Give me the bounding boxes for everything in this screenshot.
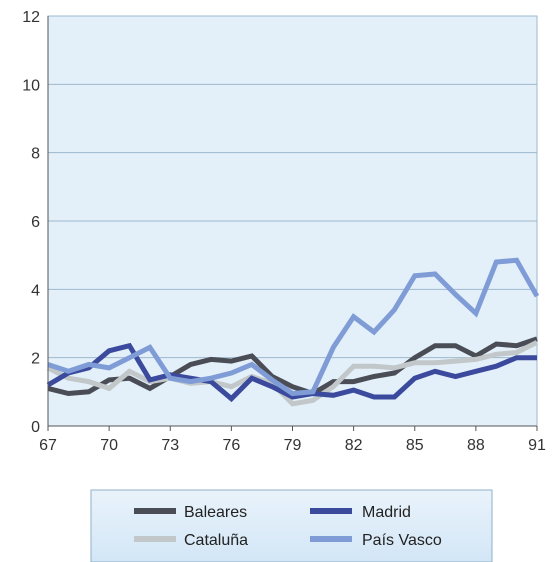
y-tick-label: 2: [31, 351, 40, 368]
y-tick-label: 8: [31, 146, 40, 163]
series-line-3: [47, 257, 540, 397]
series-line-2: [46, 342, 537, 403]
y-tick-label: 4: [31, 282, 40, 299]
series-lines: [46, 257, 540, 407]
x-tick-label: 67: [39, 437, 57, 454]
x-axis-ticks: 67 70 73 76 79 82 85 88 91: [39, 426, 546, 454]
series-line-0: [47, 336, 538, 397]
legend-label-2: Madrid: [362, 504, 411, 521]
x-tick-label: 70: [100, 437, 118, 454]
legend-label-0: Baleares: [184, 504, 247, 521]
y-axis-ticks: 0 2 4 6 8 10 12: [22, 9, 40, 436]
y-tick-label: 0: [31, 419, 40, 436]
y-tick-label: 12: [22, 9, 40, 26]
x-tick-label: 85: [406, 437, 424, 454]
y-tick-label: 6: [31, 214, 40, 231]
legend: Baleares Cataluña Madrid País Vasco: [90, 489, 493, 562]
legend-box: [90, 489, 493, 562]
legend-label-3: País Vasco: [362, 532, 442, 549]
x-tick-label: 88: [467, 437, 485, 454]
legend-label-1: Cataluña: [184, 532, 248, 549]
x-tick-label: 82: [345, 437, 363, 454]
x-tick-label: 76: [222, 437, 240, 454]
x-tick-label: 79: [284, 437, 302, 454]
x-tick-label: 73: [161, 437, 179, 454]
series-line-1: [46, 340, 539, 407]
axes: [47, 16, 537, 427]
x-tick-label: 91: [528, 437, 546, 454]
y-tick-label: 10: [22, 77, 40, 94]
